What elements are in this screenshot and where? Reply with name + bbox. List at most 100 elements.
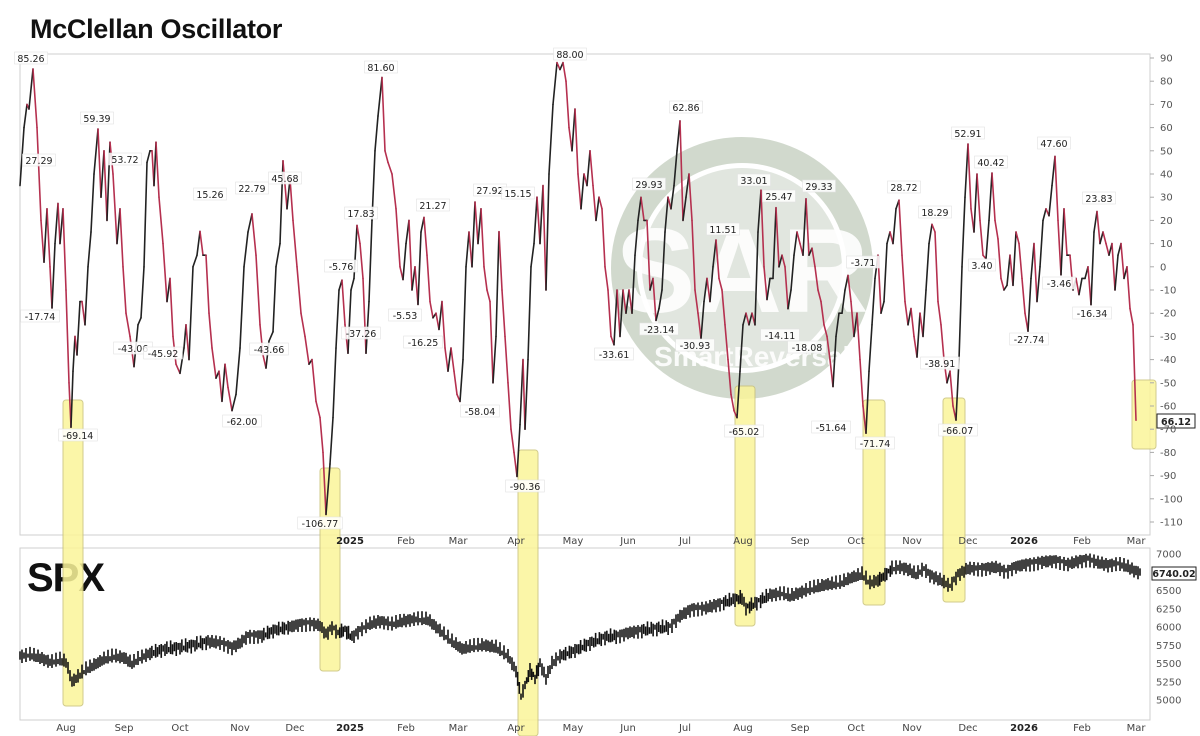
oscillator-segment	[790, 254, 795, 291]
osc-y-tick-label: 80	[1160, 77, 1173, 88]
oscillator-segment	[474, 201, 479, 245]
oscillator-segment	[823, 323, 828, 338]
oscillator-segment	[545, 173, 550, 291]
point-label-bg	[724, 424, 764, 438]
point-label-text: -66.07	[943, 426, 974, 437]
oscillator-segment	[631, 254, 636, 315]
oscillator-segment	[112, 173, 118, 245]
oscillator-segment	[706, 277, 711, 303]
oscillator-segment	[721, 289, 726, 326]
oscillator-segment	[395, 208, 401, 268]
oscillator-segment	[928, 223, 933, 245]
oscillator-segment	[300, 312, 306, 338]
point-label: 88.00	[553, 47, 587, 61]
point-label: 15.26	[193, 187, 227, 201]
oscillator-segment	[802, 197, 807, 256]
oscillator-segment	[507, 381, 512, 431]
oscillator-segment	[964, 143, 969, 198]
spx-x-tick-label: Mar	[1127, 723, 1147, 734]
point-label-text: -58.04	[465, 407, 496, 418]
spx-x-tick-label: 2026	[1010, 723, 1038, 734]
oscillator-segment	[661, 231, 666, 291]
oscillator-segment	[1093, 210, 1098, 233]
oscillator-segment	[235, 347, 241, 396]
point-label-bg	[1072, 306, 1112, 320]
oscillator-segment	[1018, 242, 1023, 280]
point-label-bg	[1082, 191, 1116, 205]
oscillator-segment	[87, 231, 92, 268]
osc-x-tick-label: Jul	[678, 536, 691, 547]
oscillator-segment	[715, 239, 720, 280]
point-label-bg	[706, 222, 740, 236]
watermark-logo-text: SAR	[615, 204, 868, 338]
panel-frames	[19, 53, 1151, 721]
point-label-text: 21.27	[419, 201, 446, 212]
osc-y-tick-label: -40	[1160, 355, 1176, 366]
spx-x-tick-label: Oct	[171, 723, 188, 734]
oscillator-segment	[595, 196, 600, 222]
osc-y-tick-label: -60	[1160, 402, 1176, 413]
oscillator-segment	[347, 289, 352, 355]
oscillator-segment	[362, 277, 367, 355]
point-label: -3.46	[1042, 276, 1076, 290]
point-label-text: 29.93	[635, 180, 662, 191]
oscillator-segment	[739, 323, 744, 373]
oscillator-segment	[556, 61, 561, 71]
highlight-zone	[942, 397, 966, 603]
oscillator-segment	[453, 370, 458, 396]
oscillator-segment	[402, 242, 407, 281]
oscillator-segment	[805, 197, 810, 256]
oscillator-segment	[688, 173, 693, 222]
point-label-bg	[22, 153, 56, 167]
point-label: 17.83	[344, 206, 378, 220]
oscillator-segment	[598, 196, 603, 210]
spx-x-tick-label: Sep	[791, 723, 810, 734]
oscillator-segment	[652, 277, 657, 322]
oscillator-segment	[179, 347, 185, 375]
oscillator-segment	[871, 277, 876, 326]
point-label-bg	[341, 326, 381, 340]
oscillator-segment	[754, 231, 759, 326]
osc-y-tick-label: -90	[1160, 471, 1176, 482]
oscillator-segment	[841, 289, 846, 315]
point-label-text: 25.47	[765, 192, 792, 203]
oscillator-segment	[736, 370, 741, 419]
oscillator-segment	[868, 323, 873, 373]
oscillator-segment	[93, 128, 99, 175]
osc-x-tick-label: May	[563, 536, 584, 547]
spx-last-value-box	[1151, 566, 1197, 581]
point-label-bg	[811, 420, 851, 434]
oscillator-segment	[916, 312, 921, 358]
point-label-text: 27.92	[476, 186, 503, 197]
oscillator-segment	[1036, 265, 1041, 303]
oscillator-segment	[1057, 219, 1062, 276]
point-label: 29.33	[802, 179, 836, 193]
oscillator-segment	[188, 265, 194, 361]
oscillator-segment	[637, 196, 642, 222]
point-label-bg	[403, 335, 443, 349]
oscillator-segment	[1120, 242, 1125, 280]
oscillator-segment	[119, 208, 124, 268]
oscillator-segment	[28, 68, 34, 110]
point-label: -33.61	[594, 347, 634, 361]
oscillator-segment	[832, 335, 837, 388]
point-label-bg	[669, 100, 703, 114]
oscillator-segment	[604, 265, 609, 291]
oscillator-segment	[255, 254, 261, 326]
spx-x-tick-label: Aug	[733, 723, 753, 734]
oscillator-segment	[155, 141, 160, 198]
spx-x-tick-label: May	[563, 723, 584, 734]
oscillator-segment	[904, 300, 909, 326]
point-label-text: -106.77	[302, 519, 339, 530]
point-label-text: -62.00	[227, 417, 258, 428]
spx-x-tick-label: Jul	[678, 723, 691, 734]
oscillator-segment	[901, 254, 906, 303]
point-label-text: -38.91	[925, 359, 956, 370]
spx-x-tick-label: Feb	[397, 723, 415, 734]
osc-y-tick-label: -50	[1160, 378, 1176, 389]
spx-x-tick-label: Oct	[847, 723, 864, 734]
point-label: 18.29	[918, 205, 952, 219]
oscillator-segment	[589, 150, 594, 187]
oscillator-segment	[1027, 277, 1032, 332]
oscillator-segment	[492, 335, 497, 384]
